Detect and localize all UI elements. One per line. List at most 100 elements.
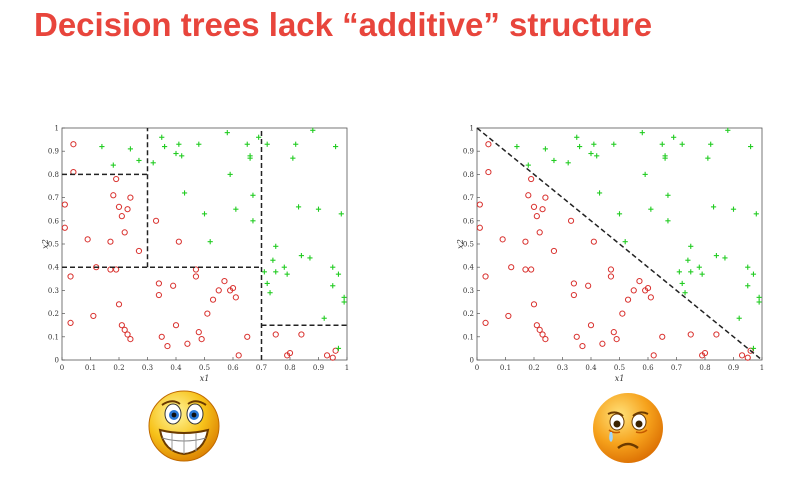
- right-plot-circle-point: [613, 336, 620, 343]
- left-plot-plus-point: [264, 280, 270, 287]
- left-plot-y-tick-label: 0.3: [48, 287, 59, 295]
- right-plot-circle-point: [550, 247, 558, 255]
- right-plot-plus-point: [594, 153, 600, 159]
- left-plot-y-tick-label: 0.4: [48, 264, 60, 272]
- right-plot-circle-point: [744, 354, 751, 361]
- right-plot-circle-point: [533, 322, 540, 329]
- left-plot-circle-point: [121, 326, 128, 333]
- right-plot-circle-point: [587, 322, 595, 329]
- left-plot-x-tick-label: 0.5: [199, 364, 210, 372]
- right-plot-plus-point: [713, 253, 719, 259]
- left-plot-plus-point: [335, 345, 342, 351]
- right-plot-x-tick-label: 0.8: [699, 364, 710, 372]
- left-plot-plus-point: [270, 257, 276, 263]
- right-plot-y-tick-label: 0.1: [463, 333, 474, 341]
- right-plot-plus-point: [577, 143, 583, 150]
- right-plot-circle-point: [647, 294, 654, 301]
- left-plot-plus-point: [233, 206, 239, 212]
- left-plot-plus-point: [256, 134, 262, 140]
- left-plot-circle-point: [195, 329, 202, 336]
- left-plot-plus-point: [244, 141, 250, 147]
- right-plot-circle-point: [528, 266, 535, 273]
- right-plot-circle-point: [525, 192, 532, 199]
- left-plot-plus-point: [267, 290, 273, 296]
- right-plot-plus-point: [753, 211, 759, 217]
- right-plot-circle-point: [659, 333, 666, 340]
- left-plot-y-tick-label: 0.7: [48, 194, 59, 202]
- left-plot-circle-point: [121, 229, 128, 236]
- right-plot-x-tick-label: 0.7: [671, 364, 682, 372]
- left-plot-circle-point: [286, 349, 294, 357]
- right-plot-circle-point: [687, 331, 694, 338]
- left-plot-circle-point: [115, 203, 123, 210]
- left-plot-circle-point: [67, 273, 74, 280]
- right-plot-circle-point: [650, 352, 657, 359]
- left-plot-y-tick-label: 0.5: [48, 241, 59, 249]
- left-plot-plus-point: [281, 264, 287, 270]
- left-plot-x-tick-label: 0.9: [313, 364, 324, 372]
- left-plot-plus-point: [330, 283, 336, 289]
- left-plot-plus-point: [293, 141, 299, 147]
- right-plot-circle-point: [536, 229, 543, 236]
- left-plot-circle-point: [61, 201, 68, 208]
- right-plot-circle-point: [610, 329, 617, 336]
- left-plot-plus-point: [310, 127, 316, 133]
- left-scatter-plot: 0 0.1 0.2 0.3 0.4 0.5 0.6 0.7 0.8 0.9 1 0 0.1 0.2 0.3 0…: [41, 125, 349, 384]
- right-plot-circle-point: [482, 273, 489, 280]
- right-plot-circle-point: [701, 349, 709, 357]
- left-plot-plus-point: [150, 160, 156, 166]
- left-plot-x-tick-label: 1: [345, 364, 349, 372]
- left-plot-plus-point: [250, 192, 256, 198]
- left-plot-plus-point: [298, 253, 304, 259]
- right-plot-plus-point: [736, 315, 742, 321]
- right-plot-boundary-line: [476, 127, 763, 361]
- left-plot-plus-point: [207, 239, 213, 245]
- left-plot-circle-point: [127, 194, 134, 201]
- right-plot-circle-point: [508, 264, 515, 271]
- left-plot-circle-point: [221, 278, 228, 285]
- right-plot-x-tick-label: 0.5: [614, 364, 625, 372]
- left-plot-plus-point: [273, 269, 279, 275]
- left-plot-x-tick-label: 0: [60, 364, 64, 372]
- right-plot-circle-point: [607, 266, 615, 273]
- left-plot-circle-point: [204, 310, 211, 317]
- left-plot-circle-point: [113, 175, 120, 183]
- slide-title: Decision trees lack “additive” structure: [34, 6, 653, 43]
- right-plot-y-axis-label: x2: [456, 239, 465, 249]
- left-plot-circle-point: [229, 284, 237, 292]
- left-plot-y-tick-label: 0.1: [48, 333, 59, 341]
- right-plot-x-axis-label: x1: [615, 374, 625, 383]
- right-plot-circle-point: [636, 278, 643, 285]
- left-plot-circle-point: [198, 336, 205, 343]
- left-plot-circle-point: [61, 224, 68, 231]
- left-plot-plus-point: [307, 255, 313, 261]
- right-plot-y-tick-label: 0.7: [463, 194, 474, 202]
- right-plot-circle-point: [607, 273, 615, 280]
- right-plot-plus-point: [642, 171, 648, 177]
- left-plot-plus-point: [315, 206, 322, 212]
- right-plot-y-tick-label: 0.9: [463, 148, 474, 156]
- right-plot-plus-point: [665, 192, 671, 198]
- left-plot-x-tick-label: 0.6: [227, 364, 239, 372]
- left-plot-circle-point: [192, 266, 200, 273]
- right-plot-circle-point: [536, 326, 543, 333]
- left-plot-circle-point: [118, 213, 125, 220]
- left-plot-circle-point: [215, 287, 222, 294]
- right-plot-circle-point: [630, 287, 637, 294]
- right-plot-plus-point: [622, 239, 628, 245]
- right-plot-plus-point: [611, 141, 617, 147]
- right-plot-plus-point: [671, 134, 677, 140]
- right-plot-y-tick-label: 0.4: [463, 264, 475, 272]
- right-plot-plus-point: [648, 206, 654, 212]
- right-plot-plus-point: [679, 141, 685, 147]
- right-plot-y-tick-label: 0.3: [463, 287, 474, 295]
- left-plot-circle-point: [127, 336, 134, 343]
- left-plot-plus-point: [162, 143, 168, 150]
- left-plot-y-tick-label: 0.6: [48, 217, 60, 225]
- left-plot-circle-point: [158, 333, 165, 340]
- grinning-face-icon: [148, 390, 220, 462]
- left-plot-plus-point: [181, 190, 188, 196]
- sad-face-icon: [593, 393, 663, 463]
- left-plot-plus-point: [333, 143, 339, 150]
- right-plot-x-tick-label: 0.2: [528, 364, 539, 372]
